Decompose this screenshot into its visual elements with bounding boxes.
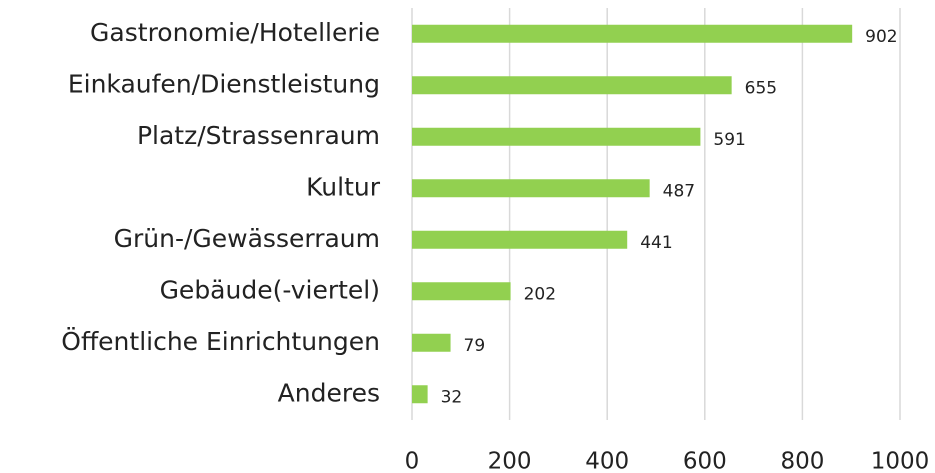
- x-tick-label: 200: [488, 449, 532, 473]
- y-tick-label: Platz/Strassenraum: [137, 121, 380, 150]
- y-tick-label: Anderes: [278, 378, 380, 407]
- value-label: 655: [745, 78, 777, 98]
- value-label: 32: [441, 387, 463, 407]
- value-label: 591: [713, 130, 745, 150]
- bar: [412, 282, 511, 301]
- value-label: 441: [640, 233, 672, 253]
- bar: [412, 385, 428, 404]
- x-tick-label: 0: [405, 449, 420, 473]
- x-tick-label: 600: [683, 449, 727, 473]
- bar: [412, 127, 701, 146]
- bar: [412, 76, 732, 95]
- bar: [412, 179, 650, 198]
- bar: [412, 333, 451, 352]
- x-tick-label: 1000: [871, 449, 930, 473]
- bar: [412, 24, 853, 43]
- value-label: 79: [464, 336, 486, 356]
- value-label: 902: [865, 27, 897, 47]
- value-label: 487: [663, 181, 695, 201]
- y-tick-label: Einkaufen/Dienstleistung: [68, 69, 380, 98]
- y-tick-label: Öffentliche Einrichtungen: [61, 327, 380, 356]
- x-tick-label: 800: [780, 449, 824, 473]
- value-label: 202: [524, 284, 556, 304]
- bar: [412, 230, 628, 249]
- y-tick-label: Gebäude(-viertel): [160, 275, 380, 304]
- x-tick-label: 400: [585, 449, 629, 473]
- y-tick-label: Kultur: [306, 172, 381, 201]
- y-tick-label: Grün-/Gewässerraum: [114, 224, 380, 253]
- y-tick-label: Gastronomie/Hotellerie: [90, 18, 380, 47]
